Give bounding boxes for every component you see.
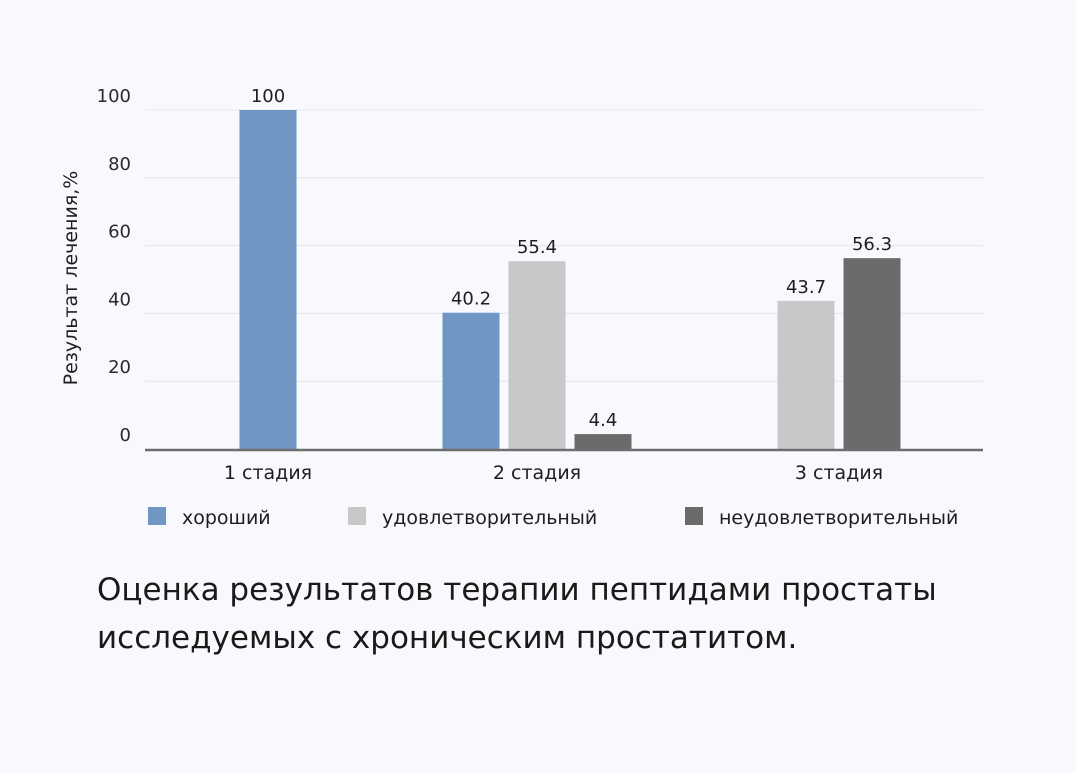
- y-tick-label: 20: [108, 357, 131, 378]
- bar-chart: 0 20 40 60 80 100 Результат лечения,% 100 1 стад…: [60, 86, 983, 529]
- legend-label: удовлетворительный: [382, 507, 597, 529]
- bar: [239, 110, 297, 449]
- legend-label: хороший: [182, 507, 271, 529]
- x-tick-label: 1 стадия: [224, 462, 312, 484]
- y-tick-label: 100: [97, 86, 131, 107]
- figure-caption: Оценка результатов терапии пептидами про…: [97, 572, 937, 656]
- y-tick-label: 60: [108, 222, 131, 243]
- bar: [574, 434, 632, 449]
- legend-label: неудовлетворительный: [719, 507, 958, 529]
- data-label: 100: [251, 86, 285, 107]
- x-tick-label: 2 стадия: [493, 462, 581, 484]
- bar: [442, 312, 500, 449]
- y-axis-label: Результат лечения,%: [60, 171, 82, 386]
- data-label: 55.4: [517, 237, 557, 258]
- y-tick-label: 0: [120, 425, 131, 446]
- data-label: 40.2: [451, 289, 491, 310]
- legend-swatch: [148, 507, 166, 525]
- bar: [843, 258, 901, 449]
- data-label: 43.7: [786, 277, 826, 298]
- y-tick-label: 80: [108, 154, 131, 175]
- legend-swatch: [685, 507, 703, 525]
- data-label: 56.3: [852, 234, 892, 255]
- bar: [508, 261, 566, 449]
- bar: [777, 300, 835, 449]
- x-tick-label: 3 стадия: [795, 462, 883, 484]
- legend-swatch: [348, 507, 366, 525]
- data-label: 4.4: [589, 410, 618, 431]
- y-tick-label: 40: [108, 289, 131, 310]
